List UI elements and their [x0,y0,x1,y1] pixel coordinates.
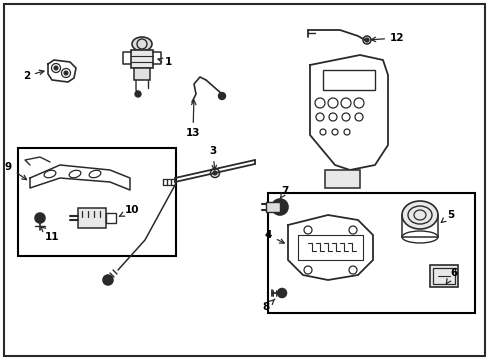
Circle shape [135,91,141,97]
Circle shape [364,38,368,42]
Text: 13: 13 [185,100,200,138]
Circle shape [103,275,113,285]
Text: 10: 10 [119,205,139,216]
Bar [432,268,454,284]
Bar [429,265,457,287]
Text: 8: 8 [262,299,274,312]
Text: 6: 6 [446,268,456,284]
Bar [18,148,176,256]
Circle shape [213,171,217,175]
Circle shape [64,71,68,75]
Bar [134,68,150,80]
Bar [106,213,116,223]
Bar [325,170,359,188]
Circle shape [35,213,45,223]
Text: 4: 4 [264,230,284,243]
Circle shape [218,93,225,99]
Ellipse shape [132,37,152,51]
Text: 2: 2 [23,70,44,81]
Text: 5: 5 [440,210,453,222]
Bar [323,70,374,90]
Bar [265,202,280,212]
Circle shape [54,66,58,70]
Text: 7: 7 [280,186,288,199]
Circle shape [277,288,286,297]
Bar [131,50,153,68]
Circle shape [271,199,287,215]
Ellipse shape [401,201,437,229]
Text: 11: 11 [41,227,59,242]
Bar [78,208,106,228]
Text: 1: 1 [158,57,172,67]
Text: 12: 12 [370,33,404,43]
Text: 3: 3 [209,146,216,170]
Bar [267,193,474,313]
Text: 9: 9 [5,162,26,180]
